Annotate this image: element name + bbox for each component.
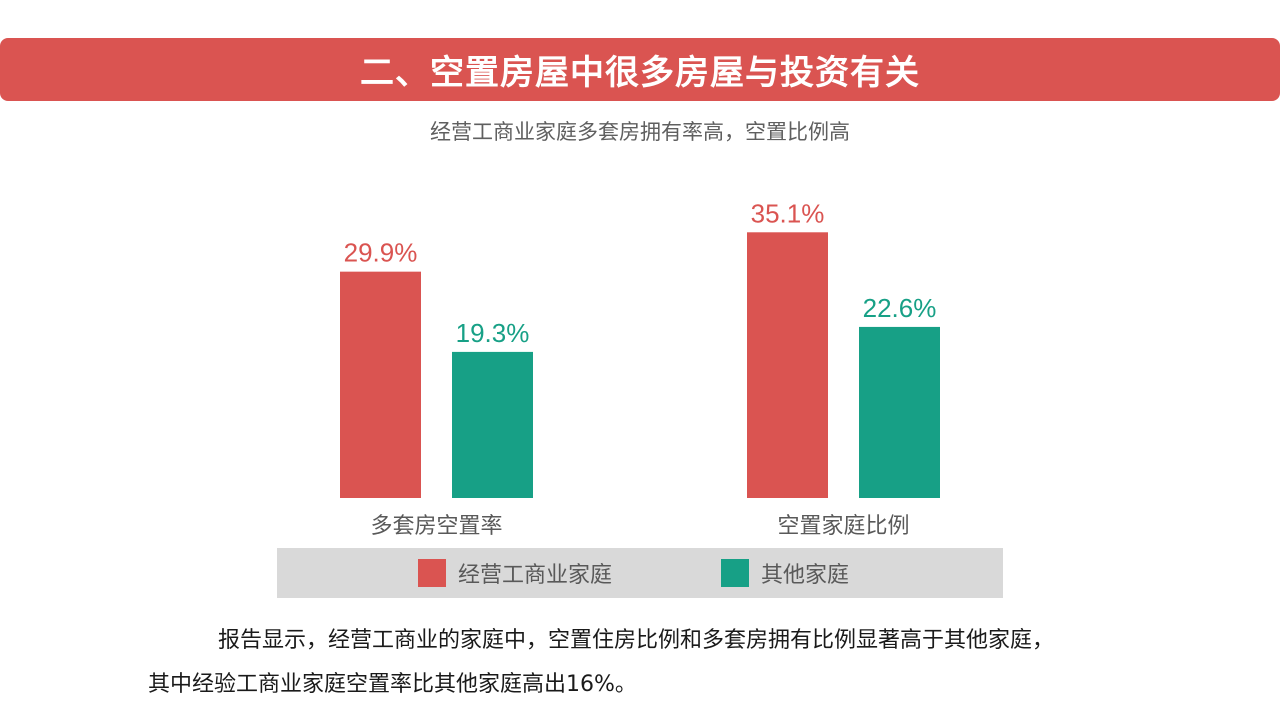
data-label-2-1: 19.3% [456,318,530,348]
category-label-2: 空置家庭比例 [777,514,909,539]
data-label-1-1: 29.9% [344,238,418,268]
legend-item-series-1: 经营工商业家庭 [418,558,612,588]
data-label-2-2: 22.6% [863,293,937,323]
legend-label-series-1: 经营工商业家庭 [458,563,613,588]
bar-1-2 [747,232,828,498]
bar-1-1 [340,271,421,498]
title-banner: 二、空置房屋中很多房屋与投资有关 [0,38,1280,101]
bar-2-2 [859,326,940,498]
paragraph-line-2: 其中经验工商业家庭空置率比其他家庭高出16%。 [148,672,637,697]
page-title: 二、空置房屋中很多房屋与投资有关 [360,53,920,93]
legend-swatch-series-2 [721,559,749,587]
chart-legend: 经营工商业家庭 其他家庭 [277,548,1003,598]
paragraph-line-1: 报告显示，经营工商业的家庭中，空置住房比例和多套房拥有比例显著高于其他家庭， [218,628,1055,653]
legend-swatch-series-1 [418,559,446,587]
chart-subtitle: 经营工商业家庭多套房拥有率高，空置比例高 [430,120,850,144]
legend-item-series-2: 其他家庭 [721,558,849,588]
data-label-1-2: 35.1% [751,198,825,228]
category-label-1: 多套房空置率 [370,514,502,539]
bar-2-1 [452,351,533,498]
legend-label-series-2: 其他家庭 [761,563,850,588]
